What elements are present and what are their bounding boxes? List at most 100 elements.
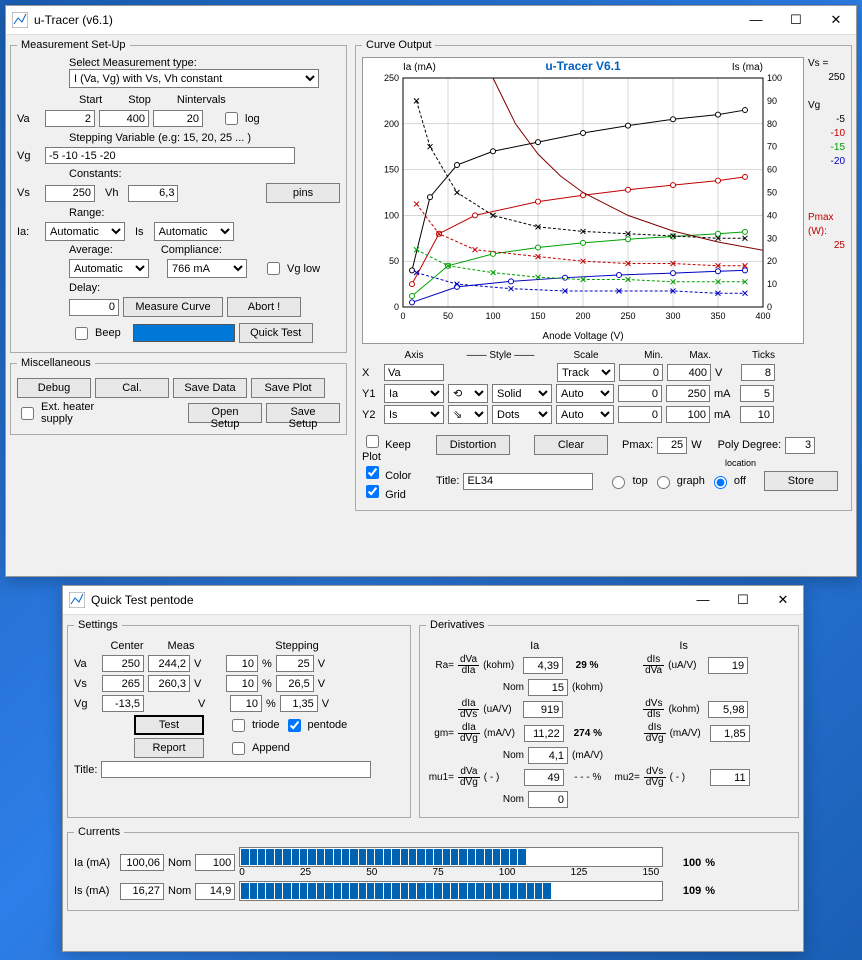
store-button[interactable]: Store (764, 471, 838, 491)
report-button[interactable]: Report (134, 738, 204, 758)
loc-top-radio[interactable] (612, 476, 625, 489)
axis-Y2-min[interactable] (618, 406, 662, 423)
axis-X-var[interactable] (384, 364, 444, 381)
settings-row-va: Va V % V (74, 655, 404, 672)
axis-row-y2: Y2 Is⇘ Dots Auto mA (362, 405, 845, 424)
Vs-meas-input[interactable] (148, 675, 190, 692)
axis-X-min[interactable] (619, 364, 663, 381)
settings-row-vs: Vs V % V (74, 675, 404, 692)
quick-test-window: Quick Test pentode — ☐ ✕ Settings Center… (62, 585, 804, 952)
axis-Y2-scale[interactable]: Auto (556, 405, 614, 424)
test-button[interactable]: Test (134, 715, 204, 735)
ext-heater-label: Ext. heater supply (41, 401, 111, 425)
grid-checkbox[interactable] (366, 485, 379, 498)
Vg-step-pct-input[interactable] (230, 695, 262, 712)
hdr-max: Max. (667, 350, 711, 361)
deriv-legend: Derivatives (426, 619, 488, 631)
vglow-label: Vg low (287, 263, 320, 275)
measurement-setup-group: Measurement Set-Up Select Measurement ty… (10, 39, 347, 353)
title-input[interactable] (463, 473, 593, 490)
ext-heater-checkbox[interactable] (21, 407, 34, 420)
axis-Y1-line[interactable]: Solid (492, 384, 552, 403)
axis-Y2-max[interactable] (666, 406, 710, 423)
pins-button[interactable]: pins (266, 183, 340, 203)
axis-Y1-var[interactable]: Ia (384, 384, 444, 403)
va-stop-input[interactable] (99, 110, 149, 127)
close-button[interactable]: ✕ (763, 586, 803, 614)
save-plot-button[interactable]: Save Plot (251, 378, 325, 398)
cal-button[interactable]: Cal. (95, 378, 169, 398)
quick-test-button[interactable]: Quick Test (239, 323, 313, 343)
minimize-button[interactable]: — (736, 6, 776, 34)
delay-label: Delay: (69, 282, 340, 294)
triode-checkbox[interactable] (232, 719, 245, 732)
measure-curve-button[interactable]: Measure Curve (123, 297, 223, 317)
va-nint-input[interactable] (153, 110, 203, 127)
axis-X-ticks[interactable] (741, 364, 775, 381)
color-checkbox[interactable] (366, 466, 379, 479)
vs-input[interactable] (45, 185, 95, 202)
keep-plot-checkbox[interactable] (366, 435, 379, 448)
beep-checkbox[interactable] (75, 327, 88, 340)
axis-Y2-line[interactable]: Dots (492, 405, 552, 424)
Vs-center-input[interactable] (102, 675, 144, 692)
average-select[interactable]: Automatic (69, 259, 149, 278)
minimize-button[interactable]: — (683, 586, 723, 614)
pmax-input[interactable] (657, 437, 687, 454)
compliance-select[interactable]: 766 mA (167, 259, 247, 278)
save-data-button[interactable]: Save Data (173, 378, 247, 398)
Vg-center-input[interactable] (102, 695, 144, 712)
delay-input[interactable] (69, 299, 119, 316)
is-range-select[interactable]: Automatic (154, 222, 234, 241)
Vg-step-val-input[interactable] (280, 695, 318, 712)
debug-button[interactable]: Debug (17, 378, 91, 398)
Va-step-val-input[interactable] (276, 655, 314, 672)
Vs-step-val-input[interactable] (276, 675, 314, 692)
va-start-input[interactable] (45, 110, 95, 127)
poly-degree-input[interactable] (785, 437, 815, 454)
axis-Y1-marker[interactable]: ⟲ (448, 384, 488, 403)
log-checkbox[interactable] (225, 112, 238, 125)
svg-text:Ia (mA): Ia (mA) (403, 62, 436, 73)
close-button[interactable]: ✕ (816, 6, 856, 34)
abort-button[interactable]: Abort ! (227, 297, 301, 317)
measurement-type-select[interactable]: I (Va, Vg) with Vs, Vh constant (69, 69, 319, 88)
svg-text:u-Tracer V6.1: u-Tracer V6.1 (545, 59, 621, 73)
open-setup-button[interactable]: Open Setup (188, 403, 262, 423)
loc-graph-radio[interactable] (657, 476, 670, 489)
chart: 0501001502002503003504000501001502002500… (362, 57, 804, 344)
pentode-checkbox[interactable] (288, 719, 301, 732)
Va-step-pct-input[interactable] (226, 655, 258, 672)
Va-meas-input[interactable] (148, 655, 190, 672)
deriv-ia-hdr: Ia (530, 640, 539, 652)
axis-Y2-var[interactable]: Is (384, 405, 444, 424)
axis-Y1-scale[interactable]: Auto (556, 384, 614, 403)
va-label: Va (17, 113, 41, 125)
axis-Y1-ticks[interactable] (740, 385, 774, 402)
maximize-button[interactable]: ☐ (723, 586, 763, 614)
axis-Y1-max[interactable] (666, 385, 710, 402)
save-setup-button[interactable]: Save Setup (266, 403, 340, 423)
Vs-step-pct-input[interactable] (226, 675, 258, 692)
axis-X-max[interactable] (667, 364, 711, 381)
clear-button[interactable]: Clear (534, 435, 608, 455)
svg-text:400: 400 (755, 311, 770, 321)
maximize-button[interactable]: ☐ (776, 6, 816, 34)
qt-title-input[interactable] (101, 761, 371, 778)
vg-input[interactable] (45, 147, 295, 164)
Va-center-input[interactable] (102, 655, 144, 672)
axis-Y2-ticks[interactable] (740, 406, 774, 423)
vglow-checkbox[interactable] (267, 262, 280, 275)
measurement-legend: Measurement Set-Up (17, 39, 130, 51)
vh-input[interactable] (128, 185, 178, 202)
app-icon (69, 592, 85, 608)
axis-X-scale[interactable]: Track (557, 363, 615, 382)
distortion-button[interactable]: Distortion (436, 435, 510, 455)
loc-off-radio[interactable] (714, 476, 727, 489)
axis-Y1-min[interactable] (618, 385, 662, 402)
svg-text:50: 50 (389, 256, 399, 266)
append-checkbox[interactable] (232, 742, 245, 755)
axis-Y2-marker[interactable]: ⇘ (448, 405, 488, 424)
ia-range-select[interactable]: Automatic (45, 222, 125, 241)
currents-legend: Currents (74, 826, 124, 838)
